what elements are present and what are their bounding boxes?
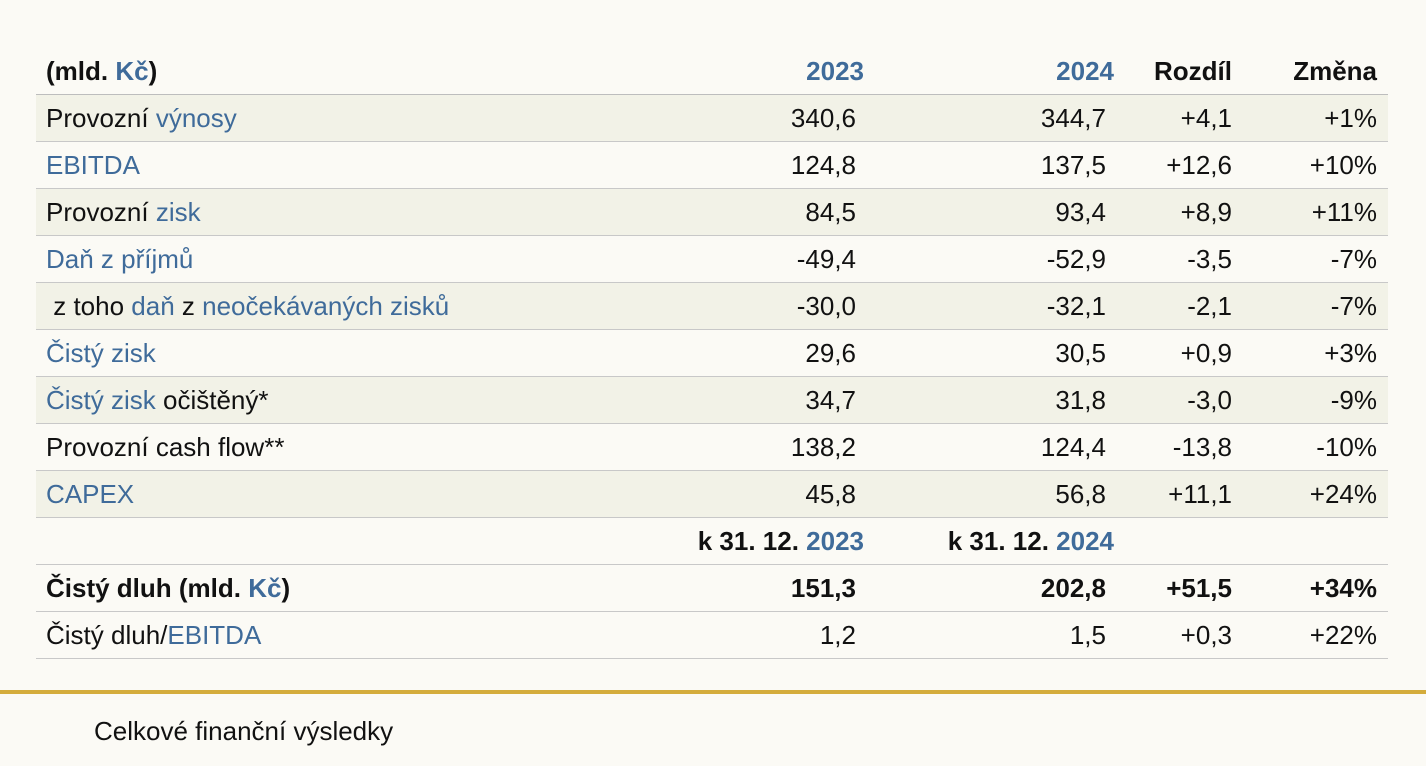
table-row: Provozní cash flow** 138,2 124,4 -13,8 -… bbox=[36, 424, 1388, 471]
value-change: +24% bbox=[1309, 478, 1377, 509]
value-2024: 93,4 bbox=[1055, 196, 1106, 227]
table-row: Provozní výnosy 340,6 344,7 +4,1 +1% bbox=[36, 95, 1388, 142]
value-2023: 34,7 bbox=[805, 384, 856, 415]
value-2024: -52,9 bbox=[1046, 243, 1106, 274]
header-2024: 2024 bbox=[1056, 55, 1114, 86]
value-2024: 137,5 bbox=[1040, 149, 1106, 180]
value-diff: +0,3 bbox=[1180, 619, 1232, 650]
value-2024: 1,5 bbox=[1069, 619, 1106, 650]
value-diff: +4,1 bbox=[1180, 102, 1232, 133]
value-diff: +11,1 bbox=[1168, 478, 1232, 509]
value-change: +22% bbox=[1309, 619, 1377, 650]
value-diff: -13,8 bbox=[1172, 431, 1232, 462]
value-change: +3% bbox=[1324, 337, 1377, 368]
debt-ebitda-row: Čistý dluh/EBITDA 1,2 1,5 +0,3 +22% bbox=[36, 612, 1388, 659]
row-label: EBITDA bbox=[36, 150, 636, 181]
table-row: z toho daň z neočekávaných zisků -30,0 -… bbox=[36, 283, 1388, 330]
value-2024: 124,4 bbox=[1040, 431, 1106, 462]
value-change: +11% bbox=[1311, 196, 1377, 227]
value-2024: 344,7 bbox=[1040, 102, 1106, 133]
table-row: CAPEX 45,8 56,8 +11,1 +24% bbox=[36, 471, 1388, 518]
value-2024: 56,8 bbox=[1055, 478, 1106, 509]
value-2024: 31,8 bbox=[1055, 384, 1106, 415]
link-dan[interactable]: daň bbox=[131, 290, 175, 321]
value-2024: -32,1 bbox=[1046, 290, 1106, 321]
subheader-2023: k 31. 12. 2023 bbox=[697, 525, 864, 556]
row-label: Čistý zisk bbox=[36, 338, 636, 369]
link-neocekavanych-zisku[interactable]: neočekávaných zisků bbox=[202, 290, 450, 321]
table-caption: Celkové finanční výsledky bbox=[94, 716, 394, 746]
header-2023: 2023 bbox=[806, 55, 864, 86]
row-label: Provozní zisk bbox=[46, 196, 201, 227]
value-2023: 1,2 bbox=[819, 619, 856, 650]
caption-divider bbox=[0, 690, 1426, 694]
link-cisty-zisk[interactable]: Čistý zisk bbox=[46, 337, 156, 368]
value-change: -7% bbox=[1330, 243, 1377, 274]
value-2023: 151,3 bbox=[790, 572, 856, 603]
value-2023: 84,5 bbox=[805, 196, 856, 227]
value-2023: 138,2 bbox=[790, 431, 856, 462]
table-row: Čistý zisk očištěný* 34,7 31,8 -3,0 -9% bbox=[36, 377, 1388, 424]
value-diff: -2,1 bbox=[1187, 290, 1232, 321]
value-change: +1% bbox=[1324, 102, 1377, 133]
header-unit-label: (mld. Kč) bbox=[46, 55, 158, 86]
value-change: -9% bbox=[1330, 384, 1377, 415]
row-label: CAPEX bbox=[36, 479, 636, 510]
net-debt-row: Čistý dluh (mld. Kč) 151,3 202,8 +51,5 +… bbox=[36, 565, 1388, 612]
value-change: -7% bbox=[1330, 290, 1377, 321]
table-row: Čistý zisk 29,6 30,5 +0,9 +3% bbox=[36, 330, 1388, 377]
header-currency-link[interactable]: Kč bbox=[115, 55, 149, 86]
value-2023: 29,6 bbox=[805, 337, 856, 368]
table-row: Daň z příjmů -49,4 -52,9 -3,5 -7% bbox=[36, 236, 1388, 283]
table-row: Provozní zisk 84,5 93,4 +8,9 +11% bbox=[36, 189, 1388, 236]
row-label: Čistý zisk očištěný* bbox=[46, 384, 269, 415]
link-kc[interactable]: Kč bbox=[248, 572, 282, 603]
value-2023: -30,0 bbox=[796, 290, 856, 321]
value-2023: -49,4 bbox=[796, 243, 856, 274]
value-diff: -3,0 bbox=[1187, 384, 1232, 415]
header-change: Změna bbox=[1293, 55, 1377, 86]
link-cisty-zisk-ocisteny[interactable]: Čistý zisk bbox=[46, 384, 156, 415]
row-label: Čistý dluh/EBITDA bbox=[46, 619, 262, 650]
link-capex[interactable]: CAPEX bbox=[46, 478, 135, 509]
value-2023: 45,8 bbox=[805, 478, 856, 509]
link-ebitda[interactable]: EBITDA bbox=[46, 149, 140, 180]
value-diff: +12,6 bbox=[1166, 149, 1232, 180]
debt-subheader-row: k 31. 12. 2023 k 31. 12. 2024 bbox=[36, 518, 1388, 565]
row-label: z toho daň z neočekávaných zisků bbox=[46, 290, 450, 321]
value-diff: +51,5 bbox=[1166, 572, 1232, 603]
value-2023: 124,8 bbox=[790, 149, 856, 180]
value-diff: -3,5 bbox=[1187, 243, 1232, 274]
link-ebitda-ratio[interactable]: EBITDA bbox=[167, 619, 262, 650]
row-label: Provozní výnosy bbox=[46, 102, 237, 133]
table-row: EBITDA 124,8 137,5 +12,6 +10% bbox=[36, 142, 1388, 189]
value-change: -10% bbox=[1316, 431, 1377, 462]
value-diff: +8,9 bbox=[1180, 196, 1232, 227]
header-diff: Rozdíl bbox=[1154, 55, 1232, 86]
financial-results-table: (mld. Kč) 2023 2024 Rozdíl Změna Provozn… bbox=[36, 48, 1388, 659]
table-header-row: (mld. Kč) 2023 2024 Rozdíl Změna bbox=[36, 48, 1388, 95]
value-2023: 340,6 bbox=[790, 102, 856, 133]
value-diff: +0,9 bbox=[1180, 337, 1232, 368]
value-change: +34% bbox=[1309, 572, 1377, 603]
row-label: Daň z příjmů bbox=[36, 244, 636, 275]
link-zisk[interactable]: zisk bbox=[155, 196, 201, 227]
value-change: +10% bbox=[1309, 149, 1377, 180]
subheader-2024: k 31. 12. 2024 bbox=[947, 525, 1114, 556]
link-dan-z-prijmu[interactable]: Daň z příjmů bbox=[46, 243, 194, 274]
link-vynosy[interactable]: výnosy bbox=[155, 102, 237, 133]
value-2024: 202,8 bbox=[1040, 572, 1106, 603]
row-label: Čistý dluh (mld. Kč) bbox=[46, 572, 291, 603]
row-label: Provozní cash flow** bbox=[46, 431, 285, 462]
value-2024: 30,5 bbox=[1055, 337, 1106, 368]
